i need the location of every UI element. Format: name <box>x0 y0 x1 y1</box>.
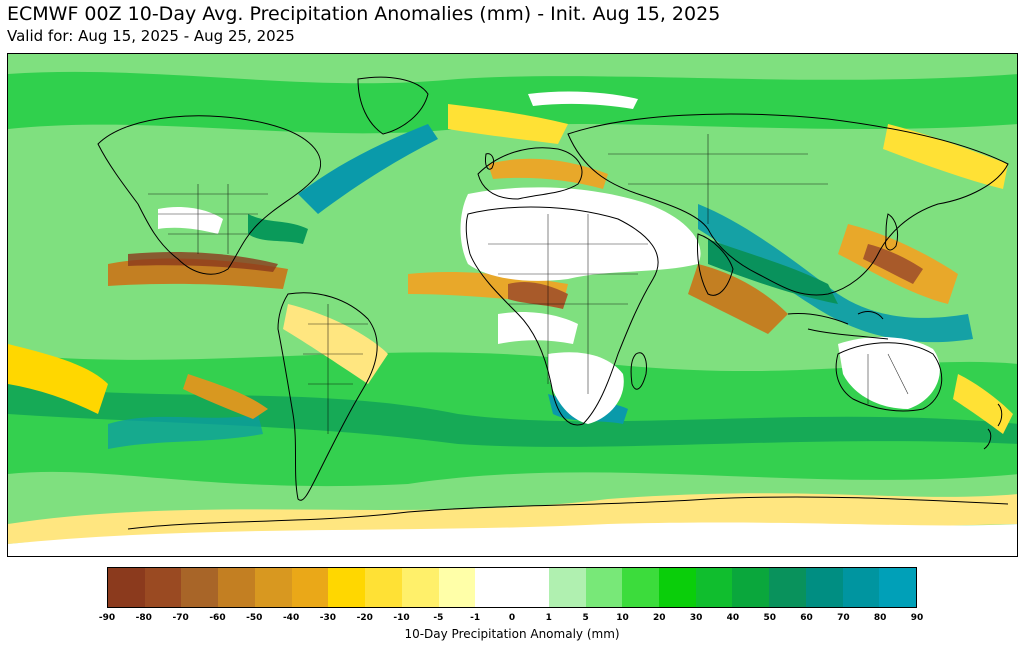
colorbar-swatch <box>475 568 513 607</box>
colorbar-swatch <box>842 568 880 607</box>
colorbar-tick-label: 1 <box>545 613 552 623</box>
colorbar-tick-label: -70 <box>172 613 189 623</box>
colorbar-tick-label: -5 <box>433 613 444 623</box>
colorbar-tick-label: 60 <box>800 613 813 623</box>
colorbar-tick-label: -1 <box>470 613 481 623</box>
coastlines <box>97 76 1009 530</box>
map-title: ECMWF 00Z 10-Day Avg. Precipitation Anom… <box>7 3 721 25</box>
colorbar-tick-label: 20 <box>653 613 666 623</box>
colorbar-tick-label: 70 <box>837 613 850 623</box>
colorbar <box>107 567 917 608</box>
map-canvas <box>8 54 1017 556</box>
colorbar-tick-label: 30 <box>689 613 703 623</box>
colorbar-tick-label: 90 <box>910 613 924 623</box>
colorbar-swatch <box>401 568 439 607</box>
colorbar-tick-label: -40 <box>282 613 300 623</box>
colorbar-swatch <box>879 568 917 607</box>
colorbar-tick-label: -30 <box>319 613 337 623</box>
colorbar-swatch <box>769 568 806 607</box>
anomaly-map <box>7 53 1018 557</box>
colorbar-swatch <box>254 568 292 607</box>
colorbar-tick-label: 80 <box>873 613 887 623</box>
colorbar-tick-label: -10 <box>393 613 410 623</box>
colorbar-ticks: -90 -80 -70 -60 -50 -40 -30 -20 -10 -5 -1 0 1 5 10 20 30… <box>99 612 923 624</box>
wet-anomaly-regions <box>8 71 1017 487</box>
colorbar-swatch <box>695 568 733 607</box>
colorbar-tick-label: -80 <box>135 613 152 623</box>
colorbar-swatch <box>585 568 623 607</box>
colorbar-tick-label: 5 <box>582 613 589 623</box>
colorbar-swatch <box>438 568 476 607</box>
neutral-regions <box>8 91 1017 556</box>
colorbar-swatch <box>181 568 219 607</box>
colorbar-tick-label: 40 <box>726 613 740 623</box>
colorbar-tick-label: 0 <box>508 613 516 623</box>
colorbar-tick-label: 50 <box>763 613 776 623</box>
colorbar-swatch <box>548 568 586 607</box>
colorbar-tick-label: -20 <box>356 613 373 623</box>
colorbar-tick-label: -50 <box>246 613 263 623</box>
colorbar-swatch <box>218 568 255 607</box>
colorbar-tick-label: -90 <box>98 613 116 623</box>
colorbar-tick-label: 10 <box>616 613 629 623</box>
colorbar-swatch <box>659 568 696 607</box>
colorbar-swatch <box>144 568 182 607</box>
colorbar-swatch <box>108 568 145 607</box>
colorbar-swatch <box>291 568 329 607</box>
country-borders <box>148 134 909 434</box>
colorbar-swatch <box>512 568 549 607</box>
colorbar-swatch <box>805 568 843 607</box>
colorbar-tick-label: -60 <box>209 613 226 623</box>
colorbar-swatch <box>328 568 366 607</box>
colorbar-swatch <box>732 568 770 607</box>
colorbar-swatch <box>622 568 660 607</box>
colorbar-label: 10-Day Precipitation Anomaly (mm) <box>404 627 620 641</box>
valid-period: Valid for: Aug 15, 2025 - Aug 25, 2025 <box>7 27 295 45</box>
colorbar-swatch <box>365 568 402 607</box>
